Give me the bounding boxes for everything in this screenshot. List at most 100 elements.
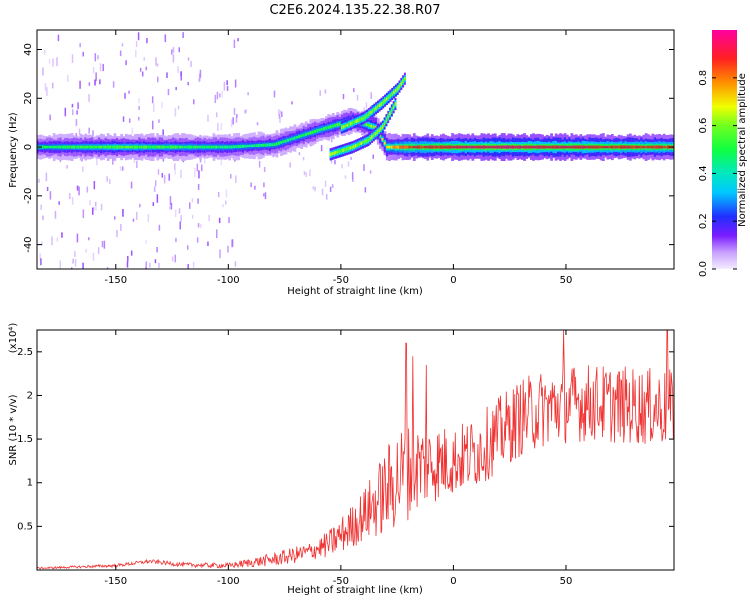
snr-y-ticks: 0.5 1 1.5 2 2.5 (17, 347, 674, 532)
spectrogram-band-cell (172, 145, 175, 149)
spectrogram-noise (76, 233, 79, 243)
spectrogram-noise (141, 71, 144, 77)
spectrogram-band-cell (181, 145, 184, 149)
spectrogram-band-cell (203, 145, 207, 149)
spectrogram-branch-cell (376, 105, 379, 109)
spectrogram-image (37, 32, 674, 269)
spectrogram-noise (38, 178, 40, 183)
colorbar-ticks: 0.0 0.2 0.4 0.6 0.8 (698, 70, 737, 277)
spectrogram-band-cell (93, 145, 97, 149)
spectrogram-noise (155, 57, 157, 66)
spectrogram-band-cell (320, 128, 324, 131)
spectrogram-branch-cell (357, 118, 360, 123)
spectrogram-noise (314, 186, 316, 192)
spectrogram-band-cell (311, 130, 315, 134)
spectrogram-noise (264, 192, 267, 200)
spectrogram-branch-cell (354, 144, 357, 148)
spectrogram-noise (40, 204, 42, 210)
spectrogram-noise (329, 186, 332, 192)
spectrogram-noise (122, 116, 125, 122)
spectrogram-frame (36, 29, 675, 270)
spectrogram-band-cell (97, 145, 101, 149)
spectrogram-branch-cell (347, 146, 350, 151)
spectrogram-noise (353, 88, 355, 93)
spectrogram-branch-cell (351, 145, 354, 150)
spectrogram-noise (92, 130, 94, 136)
spectrogram-band-cell (212, 145, 216, 149)
spectrogram-noise (234, 79, 237, 88)
spectrogram-band-cell (142, 145, 146, 149)
spectrogram-noise (230, 119, 233, 128)
spectrogram-band-cell (313, 129, 317, 133)
spectrogram-noise (45, 172, 48, 182)
spectrogram-noise (147, 214, 150, 222)
spectrogram-noise (199, 69, 202, 78)
spectrogram-band-cell (84, 145, 88, 149)
spectrogram-noise (102, 63, 104, 72)
spectrogram-noise (171, 49, 173, 55)
spectrogram-band-cell (82, 145, 85, 149)
spectrogram-noise (74, 258, 77, 267)
spectrogram-noise (370, 92, 372, 99)
spectrogram-noise (279, 116, 281, 123)
spectrogram-noise (179, 221, 181, 230)
spectrogram-noise (175, 237, 177, 243)
spectrogram-noise (85, 248, 87, 253)
colorbar-gradient (712, 30, 737, 269)
spectrogram-band-cell (77, 145, 81, 149)
snr-x-tick-label: -150 (104, 576, 127, 587)
spectrogram-branch-cell (393, 90, 396, 95)
spectrogram-branch-cell (353, 120, 356, 124)
spectrogram-noise (220, 123, 223, 131)
spectrogram-noise (235, 175, 237, 183)
spectrogram-noise (298, 152, 301, 156)
spectrogram-band-cell (52, 145, 56, 149)
spectrogram-band-cell (226, 145, 229, 149)
spectrogram-noise (66, 165, 68, 169)
spectrogram-noise (56, 57, 58, 67)
spectrogram-noise (99, 63, 102, 72)
spectrogram-branch-cell (391, 92, 394, 96)
snr-x-tick-label: 0 (450, 576, 456, 587)
spectrogram-band-cell (282, 140, 286, 144)
spectrogram-branch-cell (346, 123, 349, 127)
spectrogram-band-cell (390, 145, 394, 149)
spectrogram-noise (153, 186, 156, 192)
spectrogram-noise (119, 166, 122, 172)
spectrogram-noise (137, 32, 140, 41)
spectrogram-x-ticks: -150 -100 -50 0 50 (104, 30, 572, 286)
spectrogram-branch-cell (400, 82, 403, 86)
spectrogram-branch-cell (344, 124, 347, 128)
spectrogram-band-cell (111, 145, 115, 149)
spectrogram-noise (146, 37, 148, 44)
spectrogram-noise (82, 209, 85, 219)
spectrogram-noise (64, 107, 67, 117)
spectrogram-noise (187, 57, 190, 61)
spectrogram-noise (207, 114, 209, 122)
spectrogram-noise (157, 169, 160, 175)
spectrogram-noise (194, 167, 196, 177)
spectrogram-noise (54, 210, 57, 219)
spectrogram-noise (135, 211, 138, 220)
spectrogram-noise (88, 82, 91, 86)
spectrogram-noise (143, 56, 145, 61)
spectrogram-branch-cell (378, 103, 381, 108)
spectrogram-noise (170, 202, 173, 210)
spectrogram-band-cell (293, 136, 297, 140)
spectrogram-noise (56, 237, 59, 242)
spectrogram-branch-cell (344, 147, 347, 152)
spectrogram-noise (231, 239, 233, 248)
spectrogram-noise (200, 164, 203, 172)
spectrogram-noise (136, 161, 138, 168)
spectrogram-branch-cell (367, 138, 370, 142)
snr-x-label: Height of straight line (km) (287, 585, 423, 596)
spectrogram-noise (372, 154, 375, 159)
spectrogram-branch-cell (385, 97, 388, 101)
spectrogram-noise (128, 90, 130, 94)
spectrogram-band-cell (271, 143, 274, 147)
spectrogram-branch-cell (383, 121, 386, 126)
spectrogram-noise (235, 116, 238, 123)
spectrogram-band-cell (259, 143, 263, 147)
spectrogram-noise (169, 206, 171, 210)
